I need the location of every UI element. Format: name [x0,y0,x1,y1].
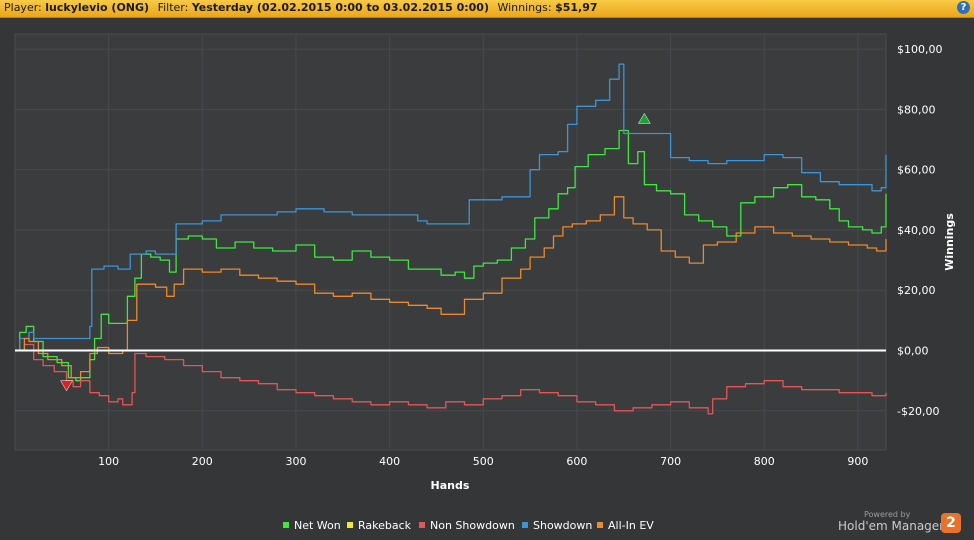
legend-swatch-icon [283,522,289,528]
legend-swatch-icon [522,522,528,528]
min-marker-icon [60,380,73,392]
x-tick-label: 900 [847,455,868,468]
x-tick-label: 800 [754,455,775,468]
series-line-non-showdown [15,343,887,415]
help-icon[interactable]: ? [957,1,970,14]
x-tick-label: 400 [379,455,400,468]
powered-by-text: Powered by [864,510,911,519]
x-tick-label: 300 [285,455,306,468]
y-tick-label: -$20,00 [897,405,939,418]
legend-label: Non Showdown [430,519,515,532]
x-tick-label: 200 [192,455,213,468]
y-tick-label: $0,00 [897,345,929,358]
legend-label: All-In EV [608,519,654,532]
legend-label: Net Won [294,519,341,532]
x-tick-label: 700 [660,455,681,468]
y-axis-ticks: -$20,00 $0,00 $20,00 $40,00 $60,00 $80,00 $100… [897,43,943,418]
series-line-showdown [15,63,887,352]
plot-area [14,33,887,451]
y-tick-label: $100,00 [897,43,943,56]
series-line-all-in-ev [15,196,887,379]
legend-swatch-icon [347,522,353,528]
x-tick-label: 600 [566,455,587,468]
legend-item-rakeback[interactable]: Rakeback [347,519,411,533]
y-tick-label: $20,00 [897,284,936,297]
y-tick-label: $40,00 [897,224,936,237]
legend-swatch-icon [419,522,425,528]
legend-item-net-won[interactable]: Net Won [283,519,341,533]
series-line-net-won [15,129,887,382]
legend-item-non-showdown[interactable]: Non Showdown [419,519,515,533]
winnings-label: Winnings: [497,1,552,14]
x-tick-label: 500 [473,455,494,468]
series-lines [15,63,887,415]
legend-item-showdown[interactable]: Showdown [522,519,592,533]
hm2-logo-icon: 2 [941,513,961,533]
legend-label: Showdown [533,519,593,532]
y-axis-label: Winnings [943,213,956,271]
brand-name: Hold'em Manager [838,519,945,533]
player-label: Player: [4,1,42,14]
y-tick-label: $80,00 [897,103,936,116]
legend-swatch-icon [597,522,603,528]
legend-item-all-in-ev[interactable]: All-In EV [597,519,654,533]
filter-summary: Player: luckylevio (ONG) Filter: Yesterd… [4,1,603,15]
x-tick-label: 100 [98,455,119,468]
filter-value: Yesterday (02.02.2015 0:00 to 03.02.2015… [191,1,489,14]
extreme-markers [60,112,651,392]
max-marker-icon [637,112,651,124]
legend-label: Rakeback [358,519,412,532]
chart-legend: Net Won Rakeback Non Showdown Showdown All-I… [0,519,974,533]
x-axis-label: Hands [431,479,470,492]
winnings-value: $51,97 [555,1,598,14]
filter-bar: Player: luckylevio (ONG) Filter: Yesterd… [0,0,974,18]
player-value: luckylevio (ONG) [45,1,150,14]
x-axis-ticks: 100 200 300 400 500 600 700 800 900 [98,455,868,468]
y-tick-label: $60,00 [897,164,936,177]
filter-label: Filter: [157,1,189,14]
